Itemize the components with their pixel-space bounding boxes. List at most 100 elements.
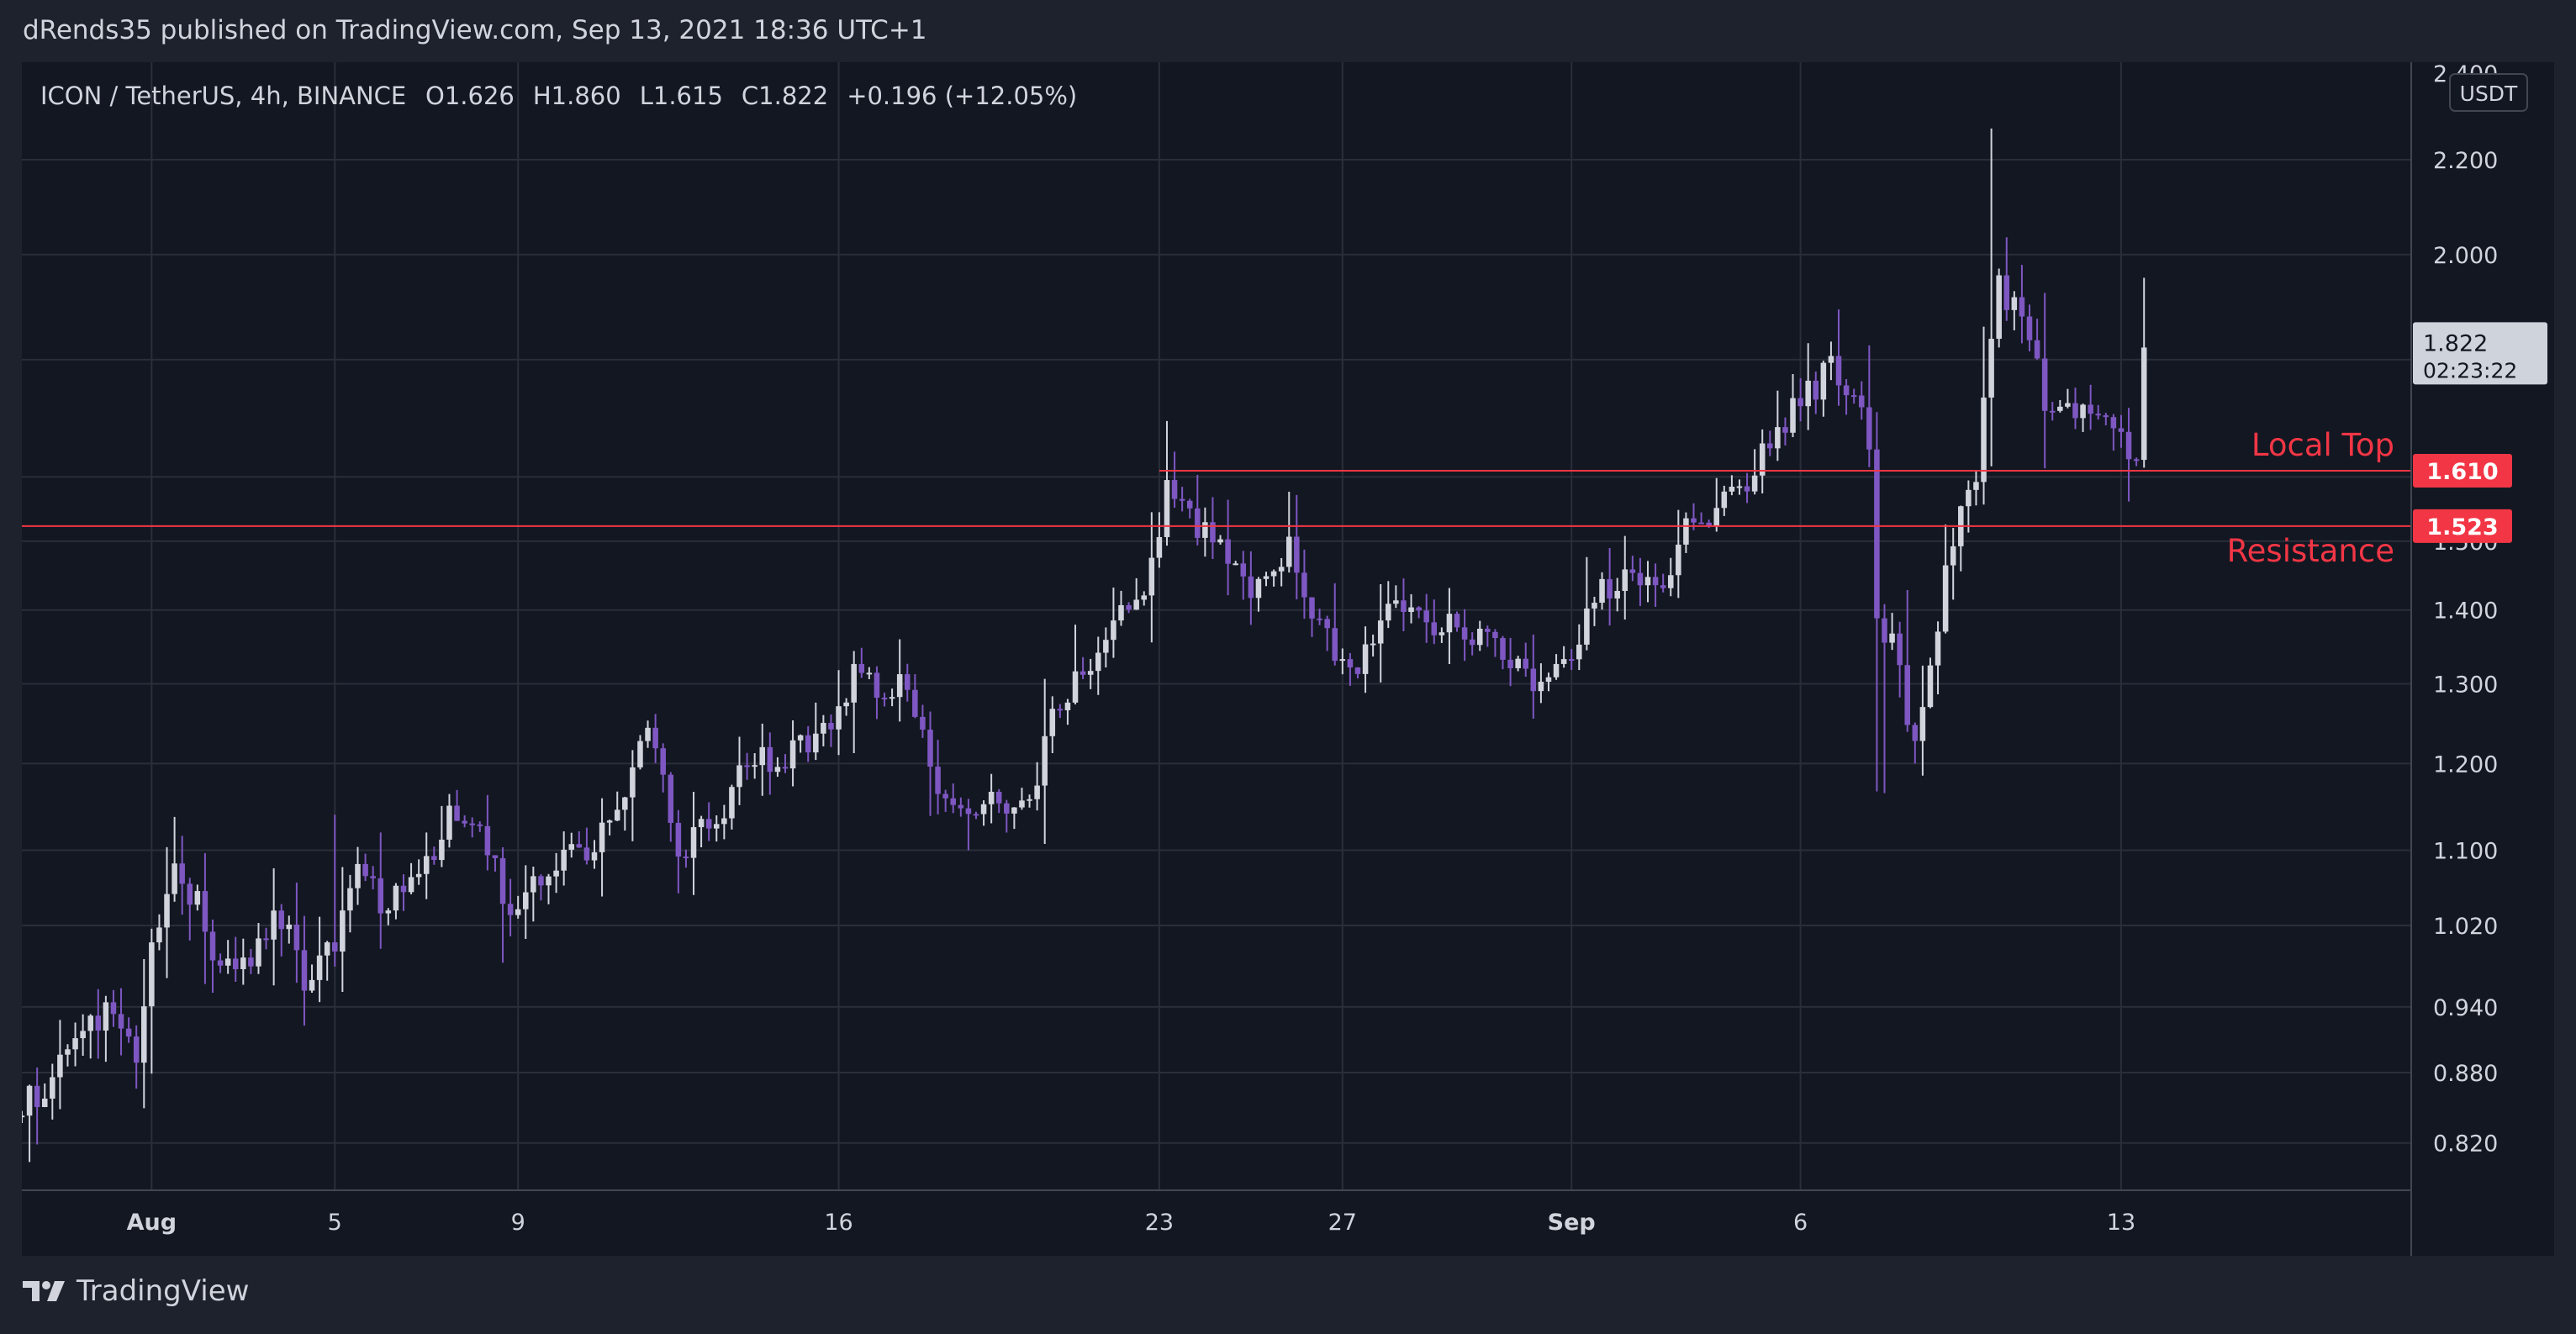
candle-body (439, 839, 445, 861)
candle-body (630, 767, 636, 798)
candle-body (125, 1028, 132, 1037)
candle-body (1676, 544, 1681, 576)
candle-body (408, 877, 414, 893)
candle-body (637, 741, 643, 767)
candle-body (224, 958, 231, 966)
y-tick-label: 0.820 (2433, 1131, 2498, 1157)
candle-body (1592, 603, 1597, 609)
candle-body (705, 819, 712, 829)
publisher-line: dRends35 published on TradingView.com, S… (23, 15, 927, 45)
candle-body (645, 727, 651, 741)
candle-body (1683, 518, 1689, 545)
candle-body (1560, 659, 1567, 664)
candle-body (1850, 395, 1857, 398)
candle-body (1553, 663, 1560, 678)
candle-body (248, 957, 254, 967)
candle-body (423, 856, 430, 874)
candle-body (1843, 385, 1850, 396)
candle-body (866, 672, 873, 675)
candle-body (149, 942, 155, 1007)
candle-body (65, 1049, 71, 1055)
candle-body (301, 950, 308, 991)
low-label: L (640, 82, 653, 110)
candle-body (828, 722, 834, 730)
candle-body (1729, 487, 1735, 492)
candle-body (1782, 427, 1788, 433)
currency-button[interactable]: USDT (2449, 73, 2528, 112)
x-tick-label: Sep (1548, 1210, 1596, 1236)
candle-body (774, 767, 781, 772)
candle-body (332, 942, 338, 952)
candle-body (2019, 297, 2025, 317)
candle-body (400, 885, 407, 893)
chart-header: ICON / TetherUS, 4h, BINANCE O1.626 H1.86… (40, 82, 1077, 110)
candle-body (1721, 491, 1728, 509)
candle-body (22, 1115, 25, 1118)
candle-body (1446, 614, 1453, 633)
x-tick-label: 23 (1145, 1210, 1174, 1236)
candle-body (1354, 667, 1361, 674)
brand-name: TradingView (77, 1274, 250, 1308)
level-price-label: 1.523 (2426, 514, 2498, 540)
candle-body (2103, 415, 2109, 418)
candle-body (538, 876, 544, 886)
candle-body (1767, 443, 1773, 449)
candle-body (1530, 668, 1537, 692)
candle-body (141, 1006, 147, 1063)
level-price-tag (2413, 509, 2512, 543)
y-tick-label: 1.020 (2433, 914, 2498, 940)
candle-body (72, 1038, 78, 1050)
candle-body (2049, 410, 2056, 413)
ohlc-values: O1.626 H1.860 L1.615 C1.822 +0.196 (+12.05%) (425, 82, 1077, 110)
candle-body (179, 863, 185, 884)
high-value: 1.860 (552, 82, 621, 110)
candle-body (232, 958, 239, 969)
candle-body (1866, 407, 1872, 450)
candle-body (2125, 431, 2132, 460)
candle-body (1217, 539, 1223, 543)
candle-body (1126, 604, 1132, 610)
candle-body (2041, 358, 2048, 411)
candle-body (1156, 536, 1163, 558)
candle-body (1133, 599, 1139, 610)
candle-body (1966, 489, 1972, 507)
candle-body (1996, 275, 2002, 340)
candle-body (110, 1002, 117, 1015)
candle-body (1377, 620, 1384, 644)
candle-body (1523, 658, 1529, 669)
candle-body (1461, 627, 1468, 640)
candle-body (1469, 639, 1475, 646)
y-tick-label: 2.000 (2433, 243, 2498, 269)
candle-body (1263, 576, 1270, 579)
candle-body (1858, 395, 1865, 408)
candle-body (995, 791, 1002, 804)
candle-body (1981, 397, 1987, 482)
candle-body (935, 767, 941, 794)
x-tick-label: Aug (127, 1210, 177, 1236)
candle-body (805, 735, 811, 753)
candle-body (1492, 631, 1498, 639)
candle-body (393, 885, 399, 911)
candle-body (2088, 404, 2093, 414)
candle-body (431, 856, 437, 861)
level-label: Local Top (2251, 427, 2394, 463)
candle-body (1225, 539, 1231, 564)
candle-body (736, 765, 742, 788)
candle-body (1416, 607, 1422, 611)
candle-body (1438, 632, 1445, 635)
candle-body (1736, 486, 1743, 488)
candle-body (675, 822, 682, 857)
candle-body (1691, 518, 1697, 523)
candle-body (1294, 536, 1300, 573)
tradingview-brand[interactable]: TradingView (23, 1274, 249, 1308)
candle-body (271, 910, 277, 940)
candle-body (278, 910, 284, 930)
candle-body (286, 924, 293, 930)
candle-body (2080, 404, 2086, 419)
candle-body (462, 820, 467, 824)
level-label: Resistance (2227, 533, 2394, 569)
candle-body (973, 814, 979, 816)
candle-body (1064, 702, 1071, 710)
